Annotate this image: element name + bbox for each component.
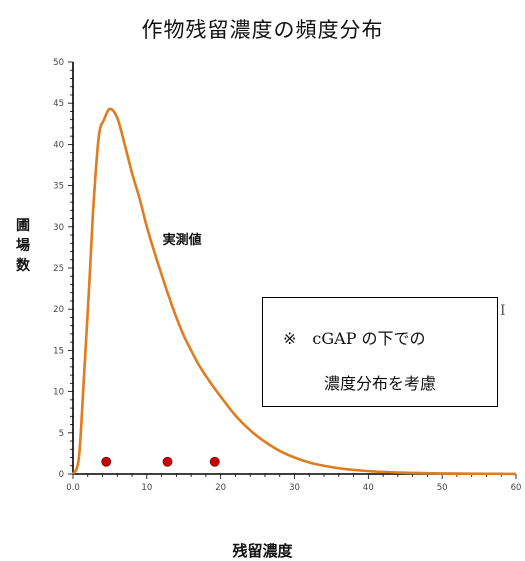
x-tick-label: 20 (215, 483, 226, 493)
y-tick-label: 20 (53, 305, 64, 315)
y-axis-label: 圃場数 (16, 218, 30, 274)
chart-title: 作物残留濃度の頻度分布 (141, 18, 384, 42)
stray-mark: I (500, 303, 506, 319)
annotation-layer: 実測値 (163, 232, 202, 248)
scatter-point (209, 456, 220, 467)
y-tick-label: 0 (59, 470, 64, 480)
series-layer (71, 107, 517, 476)
chart-plot: 0 5 10 15 20 25 30 35 40 45 50 0.0 10 20 30 40 50 60 実測値 (53, 58, 521, 493)
y-tick-label: 30 (53, 223, 64, 233)
series-annotation-label: 実測値 (163, 232, 202, 248)
scatter-point (101, 456, 112, 467)
note-line-1: ※ cGAP の下での (283, 329, 426, 348)
y-tick-label: 5 (59, 429, 64, 439)
x-tick-label: 30 (289, 483, 300, 493)
y-tick-label: 10 (53, 388, 64, 398)
series-line-measured (71, 107, 517, 476)
y-tick-label: 50 (53, 58, 64, 68)
y-tick-label: 45 (53, 99, 64, 109)
axes (72, 62, 516, 475)
scatter-markers (101, 456, 220, 467)
scatter-point (162, 456, 173, 467)
x-tick-label: 60 (511, 483, 522, 493)
x-axis-label: 残留濃度 (232, 542, 293, 560)
x-tick-label: 50 (437, 483, 448, 493)
note-box: ※ cGAP の下での 濃度分布を考慮 (262, 297, 498, 407)
note-line-2: 濃度分布を考慮 (323, 374, 436, 393)
y-tick-label: 25 (53, 264, 64, 274)
y-tick-label: 35 (53, 182, 64, 192)
x-tick-label: 0.0 (66, 483, 80, 493)
y-tick-label: 40 (53, 140, 64, 150)
y-tick-label: 15 (53, 346, 64, 356)
x-tick-label: 10 (141, 483, 152, 493)
x-tick-label: 40 (363, 483, 374, 493)
axis-ticks: 0 5 10 15 20 25 30 35 40 45 50 0.0 10 20 30 40 50 60 (53, 58, 521, 493)
